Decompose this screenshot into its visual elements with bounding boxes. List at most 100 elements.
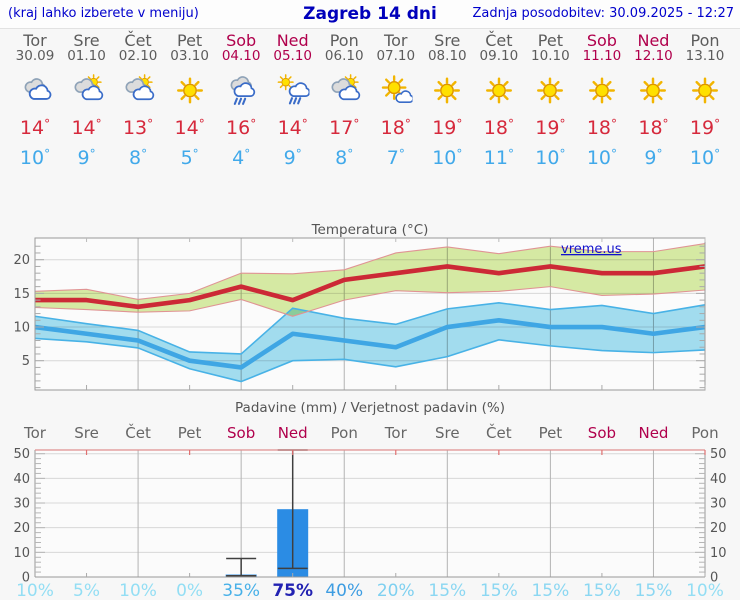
day-column[interactable]: Pon 06.10 17° 8° — [318, 32, 370, 171]
temp-min: 9° — [77, 147, 96, 169]
cloudy-icon — [16, 74, 54, 107]
tmin-line — [34, 318, 706, 370]
precip-probability: 75% — [272, 581, 313, 600]
day-name: Pet — [177, 31, 203, 50]
precip-probability: 0% — [176, 581, 203, 600]
precip-probability: 20% — [377, 581, 415, 600]
sunny-icon — [531, 74, 569, 107]
sunny-icon — [428, 74, 466, 107]
day-date: 03.10 — [170, 48, 209, 64]
partly-sunny-icon — [325, 74, 363, 107]
sunny-icon — [171, 74, 209, 107]
temp-min: 8° — [129, 147, 148, 169]
precip-probability: 15% — [583, 581, 621, 600]
precip-day-label: Pon — [331, 424, 358, 442]
day-column[interactable]: Sob 11.10 18° 10° — [576, 32, 628, 171]
day-date: 07.10 — [376, 48, 416, 64]
precipitation-chart-title: Padavine (mm) / Verjetnost padavin (%) — [235, 400, 505, 416]
temp-max: 17° — [329, 117, 360, 139]
day-date: 13.10 — [685, 48, 725, 64]
day-name: Sob — [586, 31, 617, 50]
day-column[interactable]: Čet 09.10 18° 11° — [473, 32, 525, 171]
temp-max: 18° — [586, 117, 618, 139]
day-column[interactable]: Pet 10.10 19° 10° — [524, 32, 576, 171]
day-column[interactable]: Pon 13.10 19° 10° — [679, 32, 731, 171]
precip-plot-area — [35, 450, 705, 577]
temp-max: 19° — [535, 117, 566, 139]
precip-y-tick-label-right: 30 — [710, 497, 727, 512]
precip-probability: 10% — [119, 581, 157, 600]
precip-y-tick-label-right: 50 — [710, 447, 727, 462]
day-date: 11.10 — [582, 48, 622, 64]
rain-icon — [222, 74, 260, 107]
day-date: 12.10 — [634, 48, 673, 64]
precip-day-label: Sob — [588, 424, 616, 442]
precip-y-tick-label-right: 10 — [710, 546, 727, 561]
precip-day-label: Tor — [384, 424, 408, 442]
day-name: Sre — [73, 31, 100, 50]
temperature-chart-title: Temperatura (°C) — [311, 222, 429, 238]
temp-min: 9° — [283, 147, 302, 169]
temp-min: 7° — [386, 147, 405, 169]
temp-max: 19° — [689, 117, 721, 139]
temp-max: 14° — [19, 117, 51, 139]
day-column[interactable]: Tor 30.09 14° 10° — [9, 32, 61, 171]
day-column[interactable]: Sre 08.10 19° 10° — [421, 32, 473, 171]
temp-y-tick-label: 20 — [13, 253, 30, 268]
day-column[interactable]: Čet 02.10 13° 8° — [112, 32, 164, 171]
precip-probability: 10% — [686, 581, 724, 600]
precip-probability: 35% — [222, 581, 260, 600]
precip-day-label: Čet — [125, 423, 151, 442]
precip-y-tick-label-right: 0 — [710, 571, 718, 586]
forecast-strip: Tor 30.09 14° 10° Sre 01.10 14° 9° Čet 02.10 13° 8°… — [0, 32, 740, 171]
last-updated: Zadnja posodobitev: 30.09.2025 - 12:27 — [472, 6, 734, 21]
temp-max: 14° — [174, 117, 205, 139]
day-date: 30.09 — [15, 48, 55, 64]
precip-probability: 15% — [531, 581, 569, 600]
day-column[interactable]: Sob 04.10 16° 4° — [215, 32, 267, 171]
topbar: (kraj lahko izberete v meniju) Zagreb 14… — [0, 0, 740, 29]
day-name: Tor — [384, 31, 408, 50]
day-name: Čet — [485, 31, 513, 50]
sunny-icon — [686, 74, 724, 107]
day-name: Čet — [124, 31, 152, 50]
day-column[interactable]: Sre 01.10 14° 9° — [61, 32, 113, 171]
page-title: Zagreb 14 dni — [303, 4, 437, 24]
temp-y-tick-label: 10 — [13, 321, 30, 336]
precip-y-tick-label-left: 20 — [13, 521, 30, 536]
temp-min: 10° — [535, 147, 566, 169]
day-name: Sob — [226, 31, 257, 50]
day-name: Tor — [23, 31, 47, 50]
temp-max: 13° — [122, 117, 154, 139]
temp-min: 11° — [483, 147, 514, 169]
location-hint: (kraj lahko izberete v meniju) — [8, 6, 199, 21]
day-column[interactable]: Ned 12.10 18° 9° — [627, 32, 679, 171]
day-name: Sre — [434, 31, 461, 50]
precip-probability: 5% — [73, 581, 100, 600]
sunny-icon — [583, 74, 621, 107]
precip-day-label: Ned — [638, 424, 668, 442]
precip-day-label: Ned — [278, 424, 308, 442]
temp-y-tick-label: 5 — [22, 354, 30, 369]
temp-min: 10° — [432, 147, 463, 169]
precip-probability: 40% — [325, 581, 363, 600]
temp-min: 5° — [180, 147, 199, 169]
temp-max: 18° — [483, 117, 514, 139]
precip-y-tick-label-left: 50 — [13, 447, 30, 462]
precip-probability: 15% — [635, 581, 673, 600]
day-column[interactable]: Ned 05.10 14° 9° — [267, 32, 319, 171]
sunny-icon — [480, 74, 518, 107]
day-date: 01.10 — [67, 48, 106, 64]
precip-day-label: Pon — [691, 424, 718, 442]
precip-day-label: Sre — [435, 424, 460, 442]
day-column[interactable]: Pet 03.10 14° 5° — [164, 32, 216, 171]
day-name: Ned — [276, 31, 309, 50]
watermark-link[interactable]: vreme.us — [561, 242, 622, 257]
day-name: Ned — [637, 31, 670, 50]
precip-probability: 15% — [480, 581, 518, 600]
precip-day-label: Tor — [23, 424, 47, 442]
day-date: 09.10 — [479, 48, 519, 64]
precip-day-label: Sre — [74, 424, 99, 442]
day-column[interactable]: Tor 07.10 18° 7° — [370, 32, 422, 171]
